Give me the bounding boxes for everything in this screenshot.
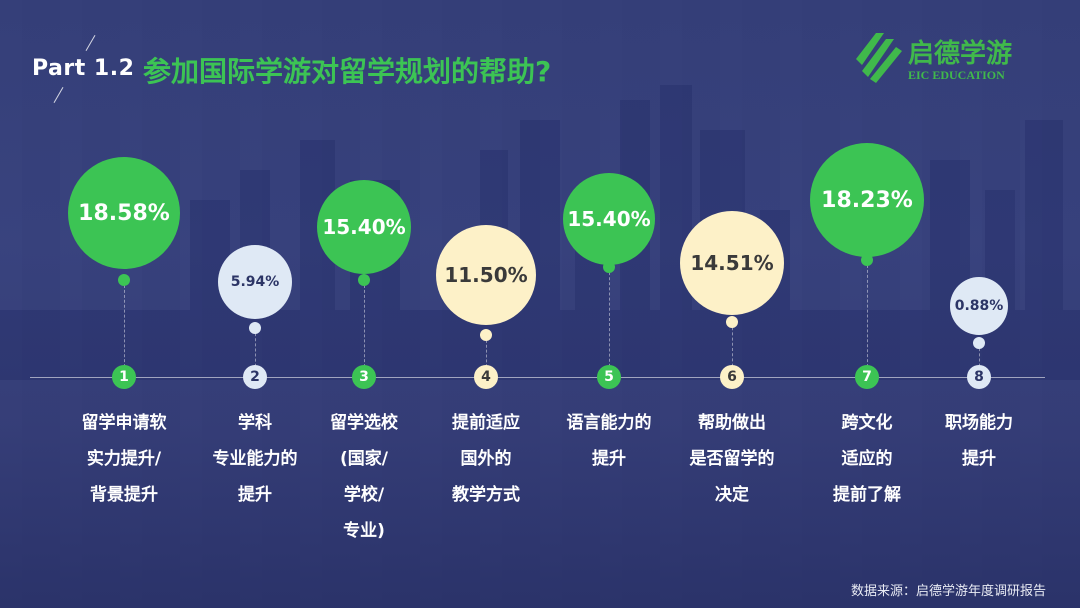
bubble-anchor-dot — [249, 322, 261, 334]
item-label: 提前适应国外的教学方式 — [416, 405, 556, 513]
item-label: 帮助做出是否留学的决定 — [662, 405, 802, 513]
item-label-line: 留学申请软 — [81, 413, 167, 433]
item-label-line: 帮助做出 — [698, 413, 766, 433]
value-bubble: 11.50% — [436, 225, 536, 325]
connector-line — [867, 260, 868, 377]
bubble-anchor-dot — [358, 274, 370, 286]
item-label-line: 适应的 — [841, 449, 893, 469]
item-label-line: 提前适应 — [452, 413, 520, 433]
bubble-anchor-dot — [480, 329, 492, 341]
item-label-line: (国家/ — [340, 449, 388, 469]
bubble-anchor-dot — [118, 274, 130, 286]
item-label-line: 决定 — [715, 485, 749, 505]
item-label-line: 跨文化 — [841, 413, 893, 433]
item-number-badge: 8 — [967, 365, 991, 389]
item-label: 留学选校 (国家/学校/专业) — [294, 405, 434, 549]
value-bubble: 15.40% — [563, 173, 655, 265]
value-bubble: 14.51% — [680, 211, 784, 315]
connector-line — [255, 328, 256, 377]
item-label: 学科 专业能力的 提升 — [185, 405, 325, 513]
item-number-badge: 6 — [720, 365, 744, 389]
item-label: 留学申请软实力提升/背景提升 — [54, 405, 194, 513]
item-number-badge: 5 — [597, 365, 621, 389]
value-bubble: 15.40% — [317, 180, 411, 274]
item-label-line: 提前了解 — [833, 485, 901, 505]
item-label-line: 国外的 — [460, 449, 512, 469]
part-number: Part 1.2 — [32, 56, 135, 81]
item-label-line: 提升 — [962, 449, 996, 469]
bubble-anchor-dot — [861, 254, 873, 266]
connector-line — [486, 335, 487, 377]
item-label-line: 语言能力的 — [566, 413, 652, 433]
item-label-line: 学科 — [238, 413, 272, 433]
item-number-badge: 3 — [352, 365, 376, 389]
data-source-note: 数据来源：启德学游年度调研报告 — [850, 584, 1046, 599]
item-label-line: 是否留学的 — [689, 449, 775, 469]
item-label-line: 专业) — [343, 521, 385, 541]
item-label: 职场能力 提升 — [909, 405, 1049, 477]
item-label: 跨文化适应的提前了解 — [797, 405, 937, 513]
value-bubble: 5.94% — [218, 245, 292, 319]
bubble-anchor-dot — [726, 316, 738, 328]
connector-line — [979, 343, 980, 377]
item-label-line: 留学选校 — [330, 413, 398, 433]
connector-line — [124, 280, 125, 377]
item-label-line: 提升 — [592, 449, 626, 469]
item-number-badge: 4 — [474, 365, 498, 389]
item-label-line: 教学方式 — [452, 485, 520, 505]
logo-chinese-name: 启德学游 — [908, 39, 1013, 69]
item-label-line: 背景提升 — [90, 485, 158, 505]
item-label-line: 职场能力 — [945, 413, 1013, 433]
item-label: 语言能力的 提升 — [539, 405, 679, 477]
connector-line — [732, 322, 733, 377]
item-number-badge: 7 — [855, 365, 879, 389]
item-label-line: 专业能力的 — [212, 449, 298, 469]
value-bubble: 18.23% — [810, 143, 924, 257]
brand-logo: 启德学游 EIC EDUCATION — [856, 33, 1046, 89]
item-label-line: 提升 — [238, 485, 272, 505]
value-bubble: 18.58% — [68, 157, 180, 269]
connector-line — [364, 280, 365, 377]
logo-mark-icon — [856, 33, 902, 83]
item-label-line: 实力提升/ — [86, 449, 162, 469]
logo-english-name: EIC EDUCATION — [908, 68, 1005, 82]
item-number-badge: 1 — [112, 365, 136, 389]
item-number-badge: 2 — [243, 365, 267, 389]
page-title: 参加国际学游对留学规划的帮助? — [143, 55, 552, 88]
bubble-anchor-dot — [973, 337, 985, 349]
item-label-line: 学校/ — [343, 485, 385, 505]
value-bubble: 0.88% — [950, 277, 1008, 335]
timeline-axis — [30, 377, 1045, 378]
connector-line — [609, 267, 610, 377]
